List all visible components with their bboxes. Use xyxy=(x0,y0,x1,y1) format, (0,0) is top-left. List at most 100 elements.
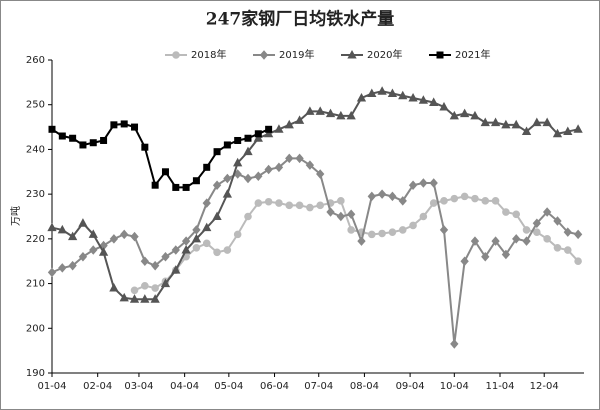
point xyxy=(150,294,160,303)
point xyxy=(563,246,572,254)
point xyxy=(264,164,273,175)
point xyxy=(336,211,346,222)
point xyxy=(78,218,88,227)
y-tick-label: 220 xyxy=(26,234,45,245)
point xyxy=(502,208,510,216)
point xyxy=(388,228,397,236)
point xyxy=(109,234,119,244)
point xyxy=(481,251,490,262)
point xyxy=(471,194,479,203)
point xyxy=(347,226,355,234)
point xyxy=(553,244,562,252)
point xyxy=(57,224,67,234)
point xyxy=(356,92,367,102)
series-line xyxy=(51,122,270,189)
point xyxy=(275,199,283,207)
point xyxy=(346,110,356,120)
y-tick-label: 200 xyxy=(26,323,45,334)
point xyxy=(388,191,397,202)
point xyxy=(573,124,583,133)
point xyxy=(305,106,315,115)
point xyxy=(150,260,160,271)
point xyxy=(532,218,542,228)
point xyxy=(58,263,67,273)
legend-marker xyxy=(259,50,269,60)
series-line xyxy=(51,90,579,301)
point xyxy=(233,230,242,239)
point xyxy=(521,126,532,136)
point xyxy=(140,294,150,303)
point xyxy=(213,148,221,156)
point xyxy=(367,88,377,98)
x-tick-label: 07-04 xyxy=(304,381,333,392)
x-tick-label: 10-04 xyxy=(440,381,469,392)
point xyxy=(244,134,252,142)
point xyxy=(501,249,511,260)
point xyxy=(491,236,500,246)
point xyxy=(440,197,448,205)
point xyxy=(274,124,284,133)
point xyxy=(295,201,304,210)
point xyxy=(264,197,273,206)
point xyxy=(89,245,98,255)
series-line xyxy=(51,157,579,345)
point xyxy=(512,234,521,244)
point xyxy=(552,128,563,138)
point xyxy=(387,88,398,98)
point xyxy=(439,225,449,235)
x-tick-label: 11-04 xyxy=(485,381,514,392)
point xyxy=(450,194,459,203)
legend-marker xyxy=(436,51,444,59)
point xyxy=(98,247,109,256)
point xyxy=(553,216,562,226)
point xyxy=(563,126,573,136)
point xyxy=(120,120,128,128)
point xyxy=(244,212,252,221)
point xyxy=(131,123,139,131)
point xyxy=(109,282,119,292)
point xyxy=(233,157,243,167)
point xyxy=(522,226,531,234)
point xyxy=(418,95,429,104)
point xyxy=(377,189,387,199)
point xyxy=(160,278,171,288)
point xyxy=(450,339,459,349)
point xyxy=(542,207,552,217)
point xyxy=(119,292,129,302)
point xyxy=(161,251,170,262)
point xyxy=(511,119,521,129)
point xyxy=(398,196,407,206)
point xyxy=(141,282,149,290)
legend-label: 2021年 xyxy=(455,48,490,61)
chart-title: 247家钢厂日均铁水产量 xyxy=(206,9,395,30)
point xyxy=(429,97,439,106)
point xyxy=(140,256,150,266)
point xyxy=(120,229,129,240)
series-line xyxy=(134,195,579,292)
point xyxy=(223,141,231,149)
point xyxy=(100,136,108,144)
point xyxy=(254,171,263,182)
point xyxy=(202,222,212,232)
point xyxy=(305,160,315,170)
point xyxy=(151,284,159,292)
point xyxy=(222,189,233,198)
y-tick-label: 250 xyxy=(26,100,45,111)
point xyxy=(543,235,551,243)
point xyxy=(253,133,263,142)
point xyxy=(110,121,118,129)
point xyxy=(367,230,376,239)
point xyxy=(409,221,417,230)
point xyxy=(459,108,470,118)
point xyxy=(285,153,294,164)
point xyxy=(522,236,531,246)
point xyxy=(69,134,77,142)
point xyxy=(265,125,273,133)
y-tick-label: 240 xyxy=(26,144,45,155)
point xyxy=(367,191,376,202)
point xyxy=(254,199,263,207)
point xyxy=(129,294,140,303)
point xyxy=(419,212,428,221)
point xyxy=(191,233,202,243)
